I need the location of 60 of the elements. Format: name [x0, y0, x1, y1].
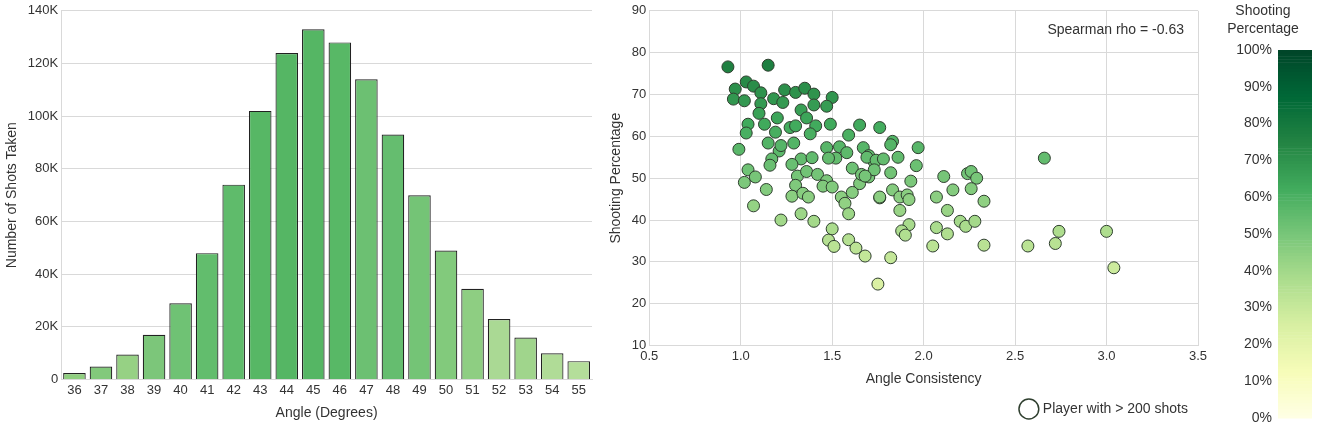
x-tick-label: 3.5 — [1188, 347, 1208, 363]
color-bar-label: 50% — [1243, 224, 1272, 241]
x-tick-label: 2.5 — [1006, 347, 1025, 363]
y-tick-label: 40K — [35, 265, 59, 281]
color-bar-title: Shooting Percentage — [1227, 1, 1300, 36]
x-tick-label: 1.0 — [731, 347, 750, 363]
x-tick-label: 39 — [146, 381, 162, 397]
y-tick-label: 0 — [50, 371, 59, 387]
x-tick-label: 54 — [544, 381, 560, 397]
x-tick-label: 48 — [385, 381, 401, 397]
y-tick-label: 120K — [27, 55, 59, 71]
color-bar-label: 100% — [1236, 40, 1272, 57]
x-tick-label: 38 — [120, 381, 135, 397]
y-tick-label: 70 — [631, 86, 647, 102]
x-tick-label: 42 — [226, 381, 241, 397]
color-bar-label: 20% — [1243, 335, 1272, 352]
y-tick-label: 20K — [35, 318, 59, 334]
y-tick-label: 40 — [631, 211, 647, 227]
y-tick-label: 20 — [631, 295, 647, 311]
y-tick-label: 140K — [27, 2, 59, 18]
color-bar-label: 30% — [1243, 298, 1272, 315]
y-tick-label: 90 — [631, 2, 647, 18]
x-tick-label: 46 — [332, 381, 348, 397]
y-tick-label: 100K — [27, 107, 59, 123]
y-tick-label: 30 — [631, 253, 647, 269]
x-tick-label: 53 — [518, 381, 533, 397]
x-tick-label: 44 — [279, 381, 294, 397]
x-tick-label: 2.0 — [914, 347, 933, 363]
color-bar-label: 40% — [1243, 261, 1272, 278]
y-tick-label: 60K — [35, 213, 59, 229]
x-tick-label: 51 — [465, 381, 480, 397]
x-tick-label: 41 — [199, 381, 215, 397]
y-tick-label: 50 — [631, 169, 647, 185]
x-axis-title: Angle Consistency — [865, 370, 982, 387]
y-tick-label: 80 — [631, 44, 647, 60]
x-tick-label: 36 — [67, 381, 82, 397]
y-tick-label: 60 — [631, 127, 647, 143]
color-bar-label: 10% — [1243, 372, 1272, 389]
x-tick-label: 1.5 — [823, 347, 842, 363]
color-bar-label: 70% — [1243, 151, 1272, 168]
y-tick-label: 80K — [35, 160, 59, 176]
x-tick-label: 47 — [359, 381, 374, 397]
x-tick-label: 55 — [571, 381, 586, 397]
x-tick-label: 49 — [412, 381, 427, 397]
x-tick-label: 37 — [93, 381, 109, 397]
x-tick-label: 50 — [438, 381, 454, 397]
x-tick-label: 3.0 — [1097, 347, 1116, 363]
x-tick-label: 45 — [306, 381, 321, 397]
annotation: Spearman rho = -0.63 — [1047, 20, 1185, 37]
color-bar-label: 80% — [1243, 114, 1272, 131]
y-axis-title: Number of Shots Taken — [3, 122, 20, 269]
legend-label: Player with > 200 shots — [1042, 399, 1189, 416]
x-axis-title: Angle (Degrees) — [275, 404, 378, 421]
x-tick-label: 40 — [173, 381, 188, 397]
color-bar-label: 0% — [1251, 408, 1272, 425]
color-bar-label: 90% — [1243, 77, 1272, 94]
y-axis-title: Shooting Percentage — [607, 112, 624, 244]
x-tick-label: 43 — [252, 381, 268, 397]
x-tick-label: 52 — [491, 381, 507, 397]
color-bar-label: 60% — [1243, 188, 1272, 205]
